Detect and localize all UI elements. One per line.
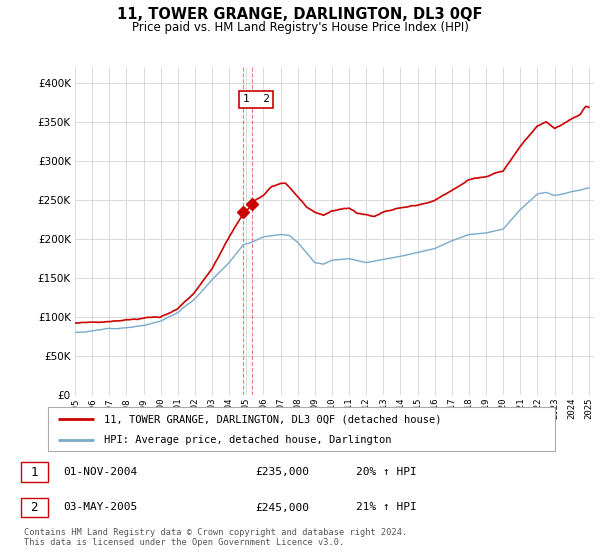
Text: 01-NOV-2004: 01-NOV-2004 — [63, 467, 137, 477]
Text: £235,000: £235,000 — [255, 467, 309, 477]
Text: 11, TOWER GRANGE, DARLINGTON, DL3 0QF (detached house): 11, TOWER GRANGE, DARLINGTON, DL3 0QF (d… — [104, 414, 441, 424]
Text: 03-MAY-2005: 03-MAY-2005 — [63, 502, 137, 512]
Text: HPI: Average price, detached house, Darlington: HPI: Average price, detached house, Darl… — [104, 435, 391, 445]
Text: 21% ↑ HPI: 21% ↑ HPI — [356, 502, 417, 512]
Text: 1  2: 1 2 — [242, 94, 269, 104]
Bar — [21, 498, 48, 517]
Text: 11, TOWER GRANGE, DARLINGTON, DL3 0QF: 11, TOWER GRANGE, DARLINGTON, DL3 0QF — [117, 7, 483, 22]
Bar — [21, 463, 48, 482]
Text: Price paid vs. HM Land Registry's House Price Index (HPI): Price paid vs. HM Land Registry's House … — [131, 21, 469, 34]
Text: £245,000: £245,000 — [255, 502, 309, 512]
Text: 1: 1 — [31, 465, 38, 479]
Text: 2: 2 — [31, 501, 38, 514]
Text: Contains HM Land Registry data © Crown copyright and database right 2024.
This d: Contains HM Land Registry data © Crown c… — [24, 528, 407, 547]
Text: 20% ↑ HPI: 20% ↑ HPI — [356, 467, 417, 477]
